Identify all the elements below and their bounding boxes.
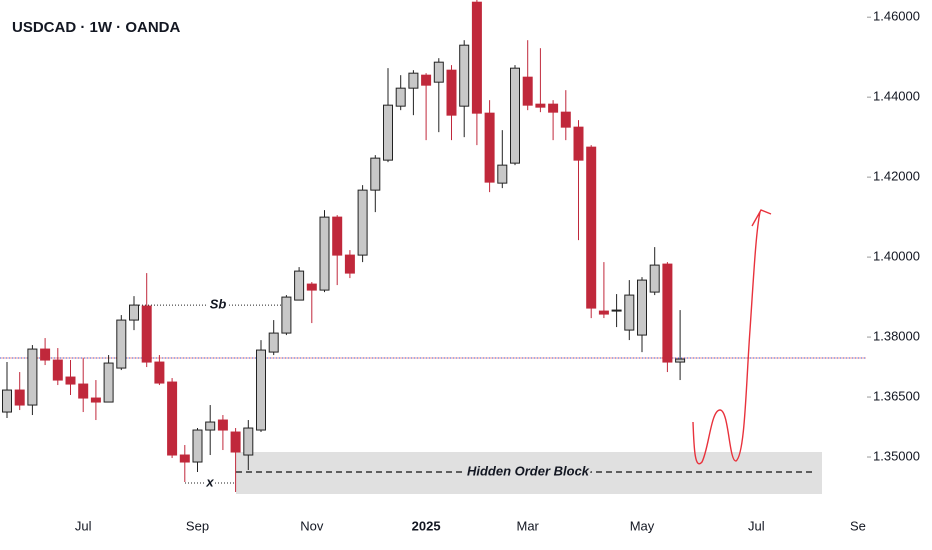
candle-body xyxy=(535,103,546,108)
candle-body xyxy=(624,294,635,331)
candle-body xyxy=(103,362,114,403)
annotation-label: x xyxy=(205,474,214,489)
plot-area: Hidden Order Block Sb x xyxy=(0,0,871,495)
candle-body xyxy=(573,126,584,161)
x-tick-label: Mar xyxy=(517,518,540,533)
y-tick-label: 1.35000 xyxy=(873,448,920,463)
candle-body xyxy=(611,309,622,312)
candle-body xyxy=(2,389,12,413)
candle-body xyxy=(395,87,406,107)
candle-body xyxy=(319,216,330,291)
candle-body xyxy=(433,61,444,83)
candle-body xyxy=(116,319,127,369)
x-tick-label: Jul xyxy=(75,518,92,533)
y-tick-label: 1.36500 xyxy=(873,388,920,403)
candle-body xyxy=(179,454,190,463)
candle-body xyxy=(78,383,89,399)
candle-body xyxy=(65,376,76,385)
candle-body xyxy=(167,381,178,456)
candle-body xyxy=(344,254,355,274)
candle-body xyxy=(52,359,63,381)
candle-body xyxy=(421,74,432,86)
candle-body xyxy=(332,216,343,256)
candle-body xyxy=(268,332,279,353)
y-tick-label: 1.40000 xyxy=(873,249,920,264)
y-tick-label: 1.38000 xyxy=(873,329,920,344)
candle-body xyxy=(675,358,686,363)
candle-body xyxy=(217,419,228,431)
candle-body xyxy=(649,264,660,293)
order-block-zone xyxy=(236,452,822,495)
candle-body xyxy=(446,69,457,116)
candle-body xyxy=(560,111,571,128)
candle-body xyxy=(510,67,520,164)
y-tick-label: 1.42000 xyxy=(873,169,920,184)
y-tick-label: 1.44000 xyxy=(873,89,920,104)
candle-body xyxy=(141,305,152,363)
candle-body xyxy=(243,427,254,456)
candle-body xyxy=(484,112,495,183)
candle-body xyxy=(256,349,266,431)
x-tick-label: Jul xyxy=(748,518,765,533)
candle-body xyxy=(548,103,559,113)
candle-body xyxy=(192,429,203,463)
candle-body xyxy=(370,157,381,191)
candle-body xyxy=(230,431,241,453)
candle-body xyxy=(14,389,25,406)
candle-body xyxy=(294,270,305,301)
candle-body xyxy=(27,348,38,406)
chart-title: USDCAD · 1W · OANDA xyxy=(12,19,180,36)
order-block-label: Hidden Order Block xyxy=(467,463,590,478)
candle-body xyxy=(383,104,393,161)
candle-body xyxy=(497,164,508,184)
candle-body xyxy=(129,304,139,321)
annotation-label: Sb xyxy=(210,297,227,312)
x-tick-label: Sep xyxy=(186,518,209,533)
candle-body xyxy=(357,189,368,256)
candle-body xyxy=(598,310,609,315)
candle-body xyxy=(471,1,482,114)
candle-body xyxy=(637,279,647,336)
candle-body xyxy=(205,421,216,431)
candle-body xyxy=(90,397,101,403)
candle-body xyxy=(306,283,317,291)
candle-body xyxy=(281,296,292,334)
candle-body xyxy=(522,76,533,106)
candle-body xyxy=(459,44,470,107)
x-tick-label: May xyxy=(630,518,655,533)
x-tick-label: Nov xyxy=(300,518,324,533)
candle-body xyxy=(408,72,419,89)
candle-body xyxy=(586,146,597,309)
candle-body xyxy=(40,348,51,361)
x-tick-label: 2025 xyxy=(412,518,441,533)
x-tick-label: Se xyxy=(850,518,866,533)
candle-body xyxy=(154,361,165,384)
y-tick-label: 1.46000 xyxy=(873,9,920,24)
drawn-projection xyxy=(692,209,772,465)
candle-body xyxy=(662,263,673,363)
